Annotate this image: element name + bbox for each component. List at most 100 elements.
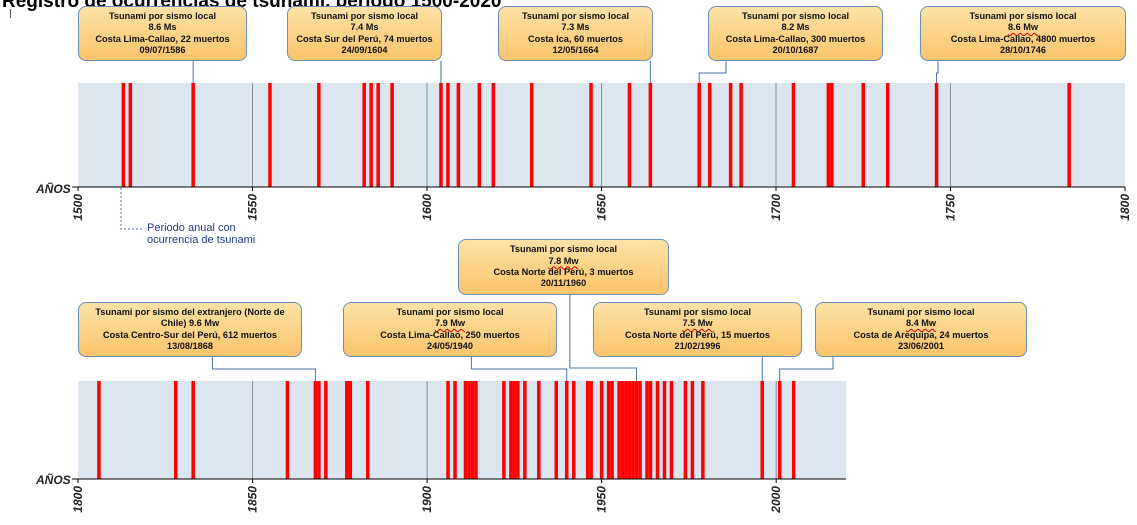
tsunami-event-bar — [830, 83, 834, 187]
axis-label-years-bottom: AÑOS — [36, 473, 71, 487]
callout-event-24-05-1940: Tsunami por sismo local 7.9 Mw Costa Lima-… — [343, 302, 557, 357]
tsunami-event-bar — [683, 381, 688, 479]
callout-date: 20/10/1687 — [772, 44, 819, 55]
tsunami-event-bar — [760, 381, 764, 479]
x-tick-label: 1750 — [944, 194, 958, 221]
title-tick-mark — [10, 9, 11, 18]
tsunami-event-bar — [606, 381, 611, 479]
tsunami-event-bar — [638, 381, 642, 479]
tsunami-event-bar — [624, 381, 628, 479]
legend-note: Periodo anual con ocurrencia de tsunami — [147, 222, 256, 246]
callout-event-09-07-1586: Tsunami por sismo local 8.6 Ms Costa Lima-… — [78, 6, 247, 61]
tsunami-event-bar — [173, 381, 178, 479]
callout-line1: Tsunami por sismo local — [310, 10, 419, 21]
tsunami-event-bar — [739, 83, 743, 187]
callout-date: 23/06/2001 — [898, 340, 944, 351]
x-tick-label: 1800 — [71, 486, 85, 513]
tsunami-event-bar — [491, 83, 496, 187]
tsunami-event-bar — [191, 381, 195, 479]
callout-connector — [569, 295, 638, 381]
plot-area — [78, 381, 846, 479]
tsunami-event-bar — [529, 83, 534, 187]
tsunami-event-bar — [470, 381, 475, 479]
tsunami-event-bar — [1067, 83, 1071, 187]
tsunami-event-bar — [599, 381, 604, 479]
tsunami-event-bar — [121, 83, 126, 187]
callout-event-23-06-2001: Tsunami por sismo local 8.4 Mw Costa de Ar… — [815, 302, 1027, 357]
timeline-chart-1500-1800: 1500 1550 1600 1650 1700 1750 1800 — [71, 83, 1132, 221]
tsunami-event-bar — [690, 381, 695, 479]
tsunami-event-bar — [191, 83, 195, 187]
callout-line1: Tsunami por sismo local — [741, 10, 850, 21]
callout-magnitude: 8.6 Ms — [148, 22, 177, 33]
tsunami-event-bar — [345, 381, 349, 479]
tsunami-event-bar — [662, 381, 667, 479]
callout-magnitude: 7.9 Mw — [434, 318, 466, 329]
x-tick-label: 1650 — [595, 194, 609, 221]
callout-location: Costa Norte del Perú, 15 muertos — [625, 329, 770, 340]
tsunami-event-bar — [390, 83, 394, 187]
tsunami-event-bar — [467, 381, 471, 479]
callout-date: 09/07/1586 — [139, 44, 186, 55]
tsunami-event-bar — [456, 83, 461, 187]
x-tick-label: 1600 — [420, 194, 434, 221]
callout-magnitude: 8.2 Ms — [781, 22, 810, 33]
tsunami-event-bar — [627, 83, 632, 187]
tsunami-event-bar — [585, 381, 590, 479]
callout-connector — [211, 357, 316, 381]
callout-line1: Tsunami por sismo local — [643, 306, 752, 317]
tsunami-event-bar — [707, 83, 712, 187]
axis-label-years-top: AÑOS — [36, 182, 71, 196]
tsunami-event-bar — [446, 83, 450, 187]
callout-line1: Tsunami por sismo local — [867, 306, 975, 317]
callout-line1: Tsunami por sismo local — [969, 10, 1077, 21]
x-tick-label: 2000 — [769, 486, 783, 514]
x-tick-label: 1500 — [71, 194, 85, 221]
callout-location: Costa de Arequipa, 24 muertos — [853, 329, 989, 340]
tsunami-event-bar — [509, 381, 513, 479]
tsunami-event-bar — [728, 83, 733, 187]
tsunami-event-bar — [463, 381, 468, 479]
callout-line1: Tsunami por sismo local — [509, 244, 618, 255]
callout-connector — [779, 357, 834, 381]
callout-magnitude: 7.5 Mw — [682, 318, 713, 329]
tsunami-event-bar — [369, 83, 373, 187]
callout-location: Costa Sur del Perú, 74 muertos — [296, 33, 433, 44]
callout-location: Costa Lima-Callao, 22 muertos — [95, 33, 230, 44]
callout-date: 28/10/1746 — [1000, 44, 1046, 55]
callout-event-21-02-1996: Tsunami por sismo local 7.5 Mw Costa Norte… — [593, 302, 802, 357]
x-tick-label: 1800 — [1118, 194, 1132, 221]
tsunami-event-bar — [655, 381, 660, 479]
tsunami-event-bar — [554, 381, 559, 479]
x-tick-label: 1900 — [420, 486, 434, 513]
tsunami-event-bar — [474, 381, 478, 479]
callout-event-24-09-1604: Tsunami por sismo local 7.4 Ms Costa Sur d… — [287, 6, 442, 61]
tsunami-event-bar — [589, 381, 593, 479]
callout-line1: Tsunami por sismo local — [521, 10, 630, 21]
callout-connector — [936, 61, 939, 83]
tsunami-event-bar — [885, 83, 890, 187]
callout-date: 21/02/1996 — [674, 340, 721, 351]
callout-location: Costa Norte del Perú, 3 muertos — [493, 267, 634, 277]
tsunami-event-bar — [516, 381, 520, 479]
tsunami-event-bar — [861, 83, 865, 187]
tsunami-event-bar — [537, 381, 541, 479]
tsunami-event-bar — [697, 83, 701, 187]
tsunami-event-bar — [477, 83, 482, 187]
tsunami-event-bar — [627, 381, 632, 479]
callout-magnitude: 7.4 Ms — [350, 22, 379, 33]
tsunami-event-bar — [617, 381, 621, 479]
callout-event-20-10-1687: Tsunami por sismo local 8.2 Ms Costa Lima-… — [708, 6, 883, 61]
x-tick-label: 1950 — [595, 486, 609, 513]
callout-date: 24/05/1940 — [427, 340, 473, 351]
callout-date: 13/08/1868 — [167, 340, 213, 351]
tsunami-event-bar — [313, 381, 318, 479]
tsunami-event-bar — [512, 381, 517, 479]
callout-line1: Tsunami por sismo local — [396, 306, 504, 317]
callout-line1: Tsunami por sismo del extranjero (Norte … — [95, 306, 285, 329]
tsunami-event-bar — [285, 381, 290, 479]
tsunami-event-bar — [610, 381, 614, 479]
x-tick-label: 1550 — [246, 194, 260, 221]
tsunami-event-bar — [317, 381, 321, 479]
callout-event-20-11-1960: Tsunami por sismo local 7.8 Mw Costa Norte… — [458, 239, 669, 295]
